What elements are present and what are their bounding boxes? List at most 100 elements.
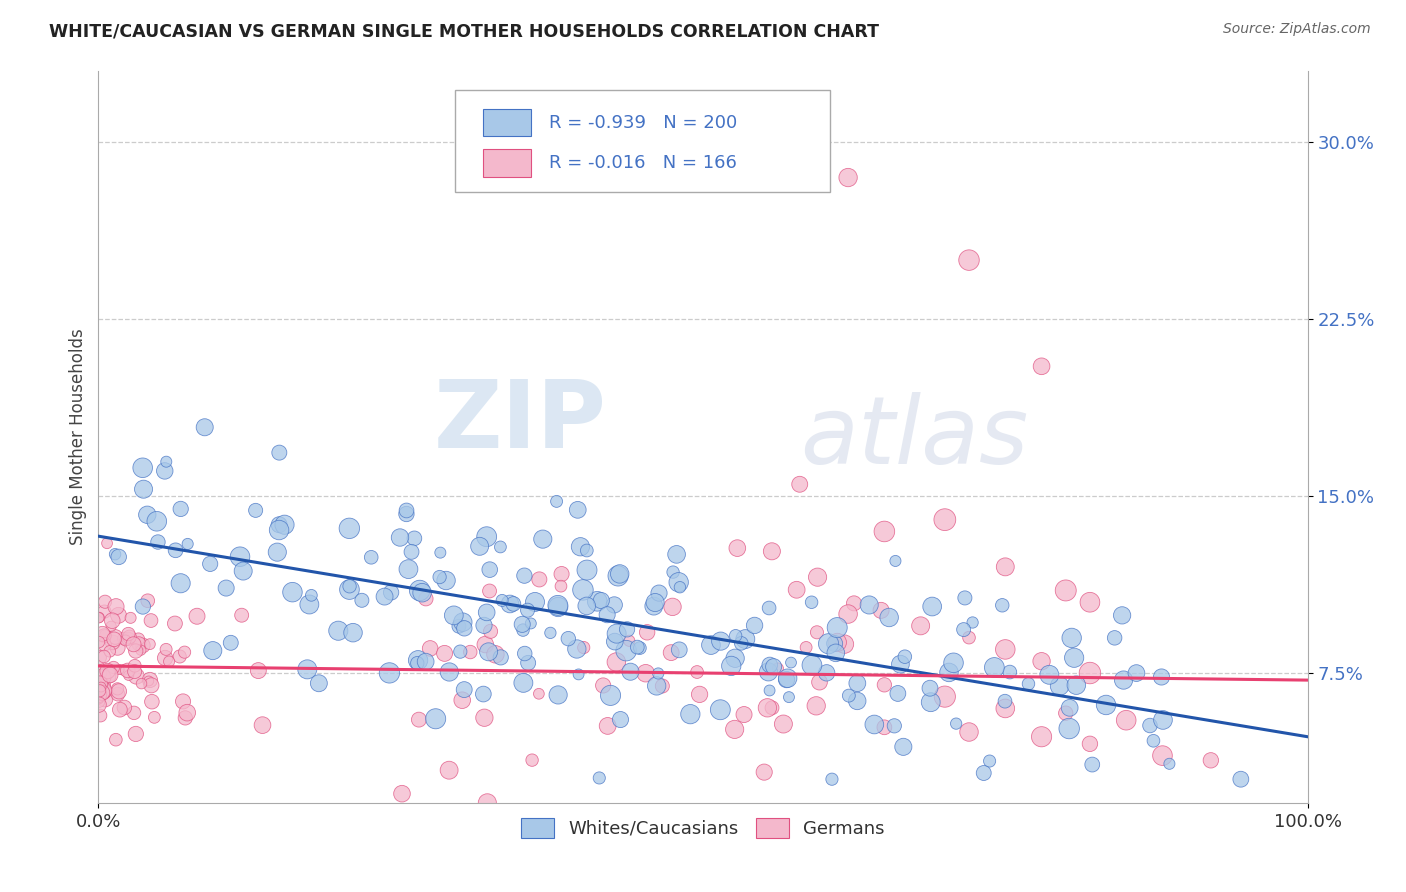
Point xyxy=(609,566,631,581)
Point xyxy=(388,531,411,545)
Point xyxy=(122,706,145,720)
Point xyxy=(689,687,711,701)
Point xyxy=(93,605,115,619)
Point xyxy=(93,684,115,698)
Point xyxy=(918,681,941,696)
Point xyxy=(873,678,896,692)
Point xyxy=(1066,678,1088,692)
Point xyxy=(1125,666,1147,681)
Point xyxy=(107,640,129,655)
Point xyxy=(91,670,114,684)
Point xyxy=(945,716,967,731)
Point xyxy=(531,532,554,546)
Point xyxy=(87,692,110,706)
Point xyxy=(730,636,752,650)
Point xyxy=(108,703,131,717)
Point xyxy=(648,586,671,600)
Point xyxy=(474,638,496,652)
Point xyxy=(404,532,426,546)
FancyBboxPatch shape xyxy=(482,149,531,177)
Point xyxy=(100,619,122,633)
Point xyxy=(1115,713,1137,727)
Point xyxy=(229,549,252,564)
Point xyxy=(994,701,1017,715)
Point xyxy=(957,253,980,268)
Point xyxy=(957,725,980,739)
Point xyxy=(96,536,118,550)
Point xyxy=(824,636,846,650)
Point xyxy=(550,567,572,582)
Point xyxy=(117,627,139,641)
Point xyxy=(139,614,162,628)
Point xyxy=(127,632,149,647)
Point xyxy=(527,687,550,701)
Point xyxy=(512,676,534,690)
Point xyxy=(1057,722,1080,736)
Point xyxy=(628,641,651,656)
Point xyxy=(834,637,856,651)
Point xyxy=(146,535,169,549)
Point xyxy=(614,643,637,657)
Point xyxy=(606,626,628,640)
Point xyxy=(596,607,619,622)
Point xyxy=(1078,737,1101,751)
Point xyxy=(136,593,159,607)
Point xyxy=(146,514,169,528)
Point xyxy=(443,608,465,623)
Point xyxy=(472,687,495,701)
Point xyxy=(994,642,1017,657)
Text: R = -0.939   N = 200: R = -0.939 N = 200 xyxy=(550,113,738,131)
Point xyxy=(806,698,828,713)
Point xyxy=(842,596,865,610)
Point xyxy=(659,646,682,660)
Point xyxy=(651,679,673,693)
Point xyxy=(89,677,111,691)
Point xyxy=(1054,583,1077,598)
Point xyxy=(607,569,630,583)
Point xyxy=(1059,701,1081,715)
Y-axis label: Single Mother Households: Single Mother Households xyxy=(69,329,87,545)
Point xyxy=(308,676,330,690)
Point xyxy=(153,651,176,665)
Point xyxy=(665,548,688,562)
Point xyxy=(1038,668,1060,682)
Point xyxy=(700,638,723,652)
Point xyxy=(591,593,613,607)
Point xyxy=(94,595,117,609)
Point xyxy=(350,593,373,607)
Point xyxy=(169,576,191,591)
Point xyxy=(131,676,153,690)
Point xyxy=(141,695,163,709)
Point xyxy=(636,625,658,640)
Point xyxy=(87,698,110,712)
Point xyxy=(520,753,543,767)
Point xyxy=(547,599,569,614)
Text: WHITE/CAUCASIAN VS GERMAN SINGLE MOTHER HOUSEHOLDS CORRELATION CHART: WHITE/CAUCASIAN VS GERMAN SINGLE MOTHER … xyxy=(49,22,879,40)
Point xyxy=(921,599,943,614)
Point xyxy=(219,636,242,650)
Point xyxy=(644,595,666,609)
Point xyxy=(475,606,498,620)
Point xyxy=(107,681,129,696)
Point xyxy=(806,625,828,640)
Point xyxy=(662,565,685,579)
Point xyxy=(586,594,609,608)
Point xyxy=(458,645,481,659)
Point xyxy=(599,689,621,703)
Point xyxy=(603,634,626,648)
Point xyxy=(449,645,471,659)
Point xyxy=(998,665,1021,679)
Point xyxy=(114,633,136,648)
Point xyxy=(800,658,823,673)
Legend: Whites/Caucasians, Germans: Whites/Caucasians, Germans xyxy=(515,811,891,845)
Point xyxy=(104,630,127,644)
Point xyxy=(786,582,808,597)
Point xyxy=(1095,698,1118,712)
Point xyxy=(112,632,135,646)
Point xyxy=(118,668,141,682)
Point xyxy=(415,655,437,669)
Text: ZIP: ZIP xyxy=(433,376,606,468)
Point xyxy=(647,666,669,681)
Point xyxy=(447,619,470,633)
Point xyxy=(391,787,413,801)
